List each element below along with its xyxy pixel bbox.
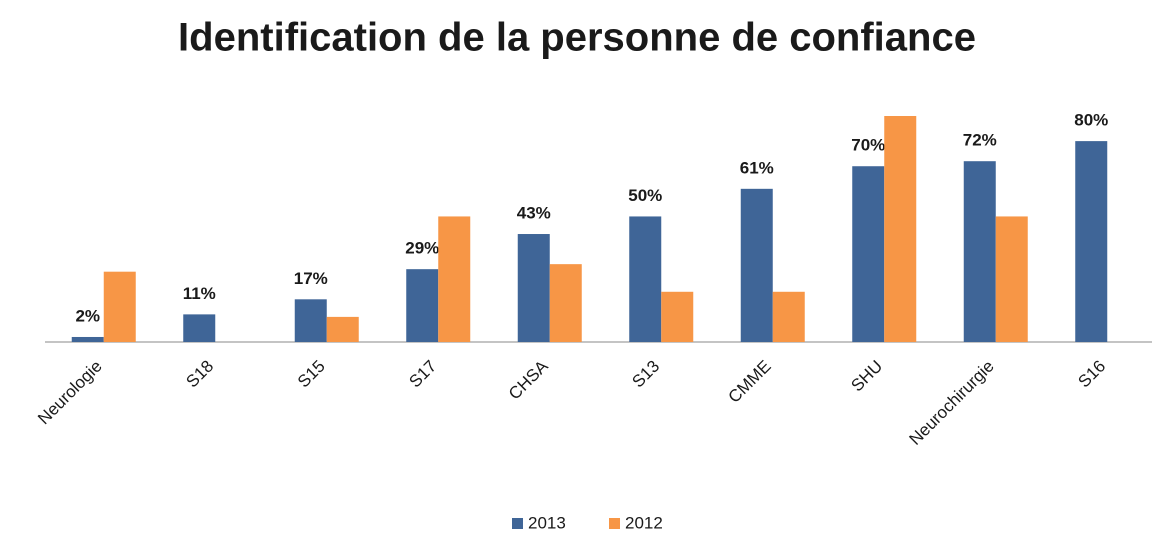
bar	[294, 299, 327, 342]
x-tick-label: S15	[294, 357, 329, 392]
bar	[183, 314, 216, 342]
x-tick-label: Neurologie	[34, 357, 106, 429]
bar	[740, 188, 773, 342]
chart-title: Identification de la personne de confian…	[178, 16, 976, 60]
bar	[1075, 141, 1108, 342]
data-label: 72%	[963, 131, 997, 150]
bar	[517, 234, 550, 342]
bar	[103, 271, 136, 342]
x-tick-label: CHSA	[505, 356, 552, 403]
data-label: 29%	[405, 239, 439, 258]
data-label: 70%	[851, 136, 885, 155]
data-label: 11%	[183, 284, 216, 303]
legend-swatch	[609, 518, 620, 529]
bar	[852, 166, 885, 342]
bar	[661, 291, 694, 342]
bar	[406, 269, 439, 342]
legend-label: 2012	[625, 513, 663, 532]
data-label: 80%	[1074, 111, 1108, 130]
bar	[549, 264, 582, 342]
bar	[438, 216, 471, 342]
bar	[326, 316, 359, 342]
data-label: 50%	[628, 186, 662, 205]
x-tick-label: S13	[628, 357, 663, 392]
x-tick-label: S16	[1074, 357, 1109, 392]
x-tick-label: Neurochirurgie	[905, 357, 997, 449]
legend-label: 2013	[528, 513, 566, 532]
legend-swatch	[512, 518, 523, 529]
bar	[772, 291, 805, 342]
data-label: 17%	[294, 269, 328, 288]
bar	[629, 216, 662, 342]
x-tick-label: SHU	[847, 357, 886, 396]
bar	[884, 116, 917, 342]
x-tick-label: CMME	[725, 357, 775, 407]
x-tick-label: S18	[182, 357, 217, 392]
bar	[71, 336, 104, 342]
data-label: 61%	[740, 158, 774, 177]
bar	[995, 216, 1028, 342]
data-label: 2%	[75, 306, 100, 325]
bar	[963, 161, 996, 342]
x-tick-label: S17	[405, 357, 440, 392]
data-label: 43%	[517, 204, 551, 223]
